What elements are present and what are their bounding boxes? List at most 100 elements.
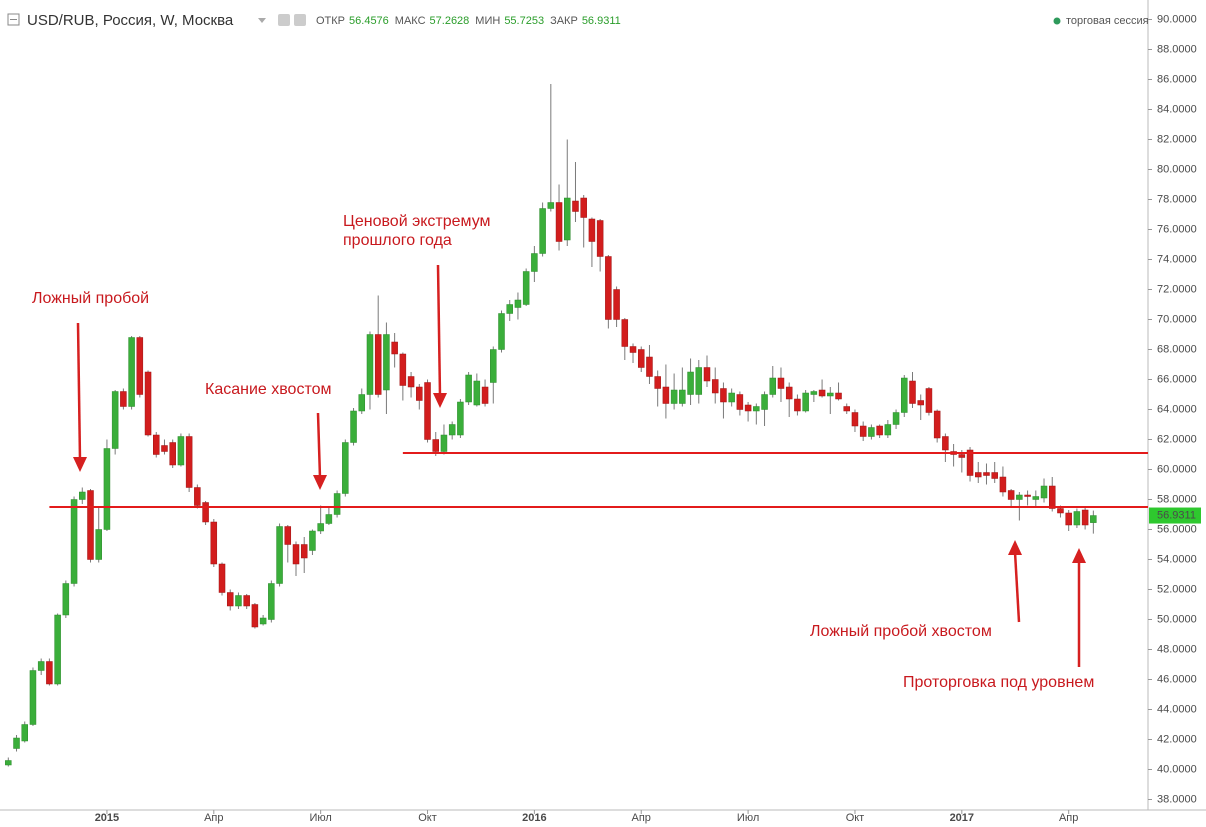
candle-body bbox=[958, 454, 966, 458]
candle-body bbox=[909, 380, 916, 404]
candle-body bbox=[120, 391, 127, 407]
candle-body bbox=[317, 523, 324, 532]
candle-body bbox=[153, 434, 160, 455]
candle-body bbox=[79, 491, 86, 500]
y-tick-label: 72.0000 bbox=[1157, 283, 1197, 295]
dropdown-icon[interactable] bbox=[258, 18, 266, 23]
candle-body bbox=[1065, 512, 1072, 526]
price-tag bbox=[1149, 507, 1201, 524]
y-tick-label: 48.0000 bbox=[1157, 643, 1197, 655]
candle-body bbox=[103, 448, 111, 530]
candle-body bbox=[29, 670, 37, 725]
candle-body bbox=[1073, 511, 1081, 526]
candle-body bbox=[128, 337, 135, 407]
candle-body bbox=[284, 526, 292, 545]
candle-body bbox=[1016, 494, 1023, 500]
candle-body bbox=[703, 367, 711, 382]
annotation-arrow bbox=[1013, 551, 1021, 623]
candle-body bbox=[210, 521, 218, 565]
candle-body bbox=[859, 425, 867, 437]
ohlc-label: ОТКР bbox=[316, 15, 345, 27]
candle-body bbox=[769, 377, 777, 395]
candle-body bbox=[391, 341, 398, 355]
y-tick-label: 80.0000 bbox=[1157, 163, 1197, 175]
candle-body bbox=[366, 334, 374, 395]
candle-body bbox=[876, 425, 883, 436]
x-tick-label: Апр bbox=[1059, 812, 1078, 824]
y-tick-label: 60.0000 bbox=[1157, 463, 1197, 475]
annotation: Проторговка под уровнем bbox=[903, 674, 1094, 691]
candle-body bbox=[818, 389, 826, 397]
candle-body bbox=[111, 391, 119, 449]
candle-body bbox=[300, 544, 308, 559]
candle-body bbox=[432, 439, 439, 452]
collapse-icon[interactable] bbox=[7, 13, 20, 26]
x-tick-label: Апр bbox=[632, 812, 651, 824]
y-tick-label: 82.0000 bbox=[1157, 133, 1197, 145]
annotation: Ложный пробой хвостом bbox=[810, 623, 992, 640]
candle-body bbox=[687, 371, 694, 395]
candle-body bbox=[925, 388, 933, 413]
candle-body bbox=[547, 202, 555, 209]
candle-body bbox=[810, 391, 818, 395]
y-tick-label: 78.0000 bbox=[1157, 193, 1197, 205]
candle-body bbox=[736, 394, 744, 410]
annotation-arrowhead bbox=[73, 457, 87, 472]
candle-body bbox=[259, 617, 267, 625]
ohlc-value: 57.2628 bbox=[430, 15, 470, 27]
candle-body bbox=[251, 604, 259, 628]
candle-body bbox=[309, 530, 316, 551]
candle-body bbox=[235, 595, 242, 607]
candle-body bbox=[292, 544, 300, 565]
candle-body bbox=[243, 595, 250, 607]
candle-body bbox=[1032, 496, 1040, 500]
candle-body bbox=[629, 346, 637, 353]
y-tick-label: 62.0000 bbox=[1157, 433, 1197, 445]
y-tick-label: 42.0000 bbox=[1157, 733, 1197, 745]
visibility-icon[interactable] bbox=[278, 14, 290, 26]
candle-body bbox=[169, 442, 176, 466]
x-tick-label: Июл bbox=[737, 812, 759, 824]
candle-body bbox=[531, 253, 538, 272]
settings-icon[interactable] bbox=[294, 14, 306, 26]
candle-body bbox=[1007, 490, 1015, 500]
candle-body bbox=[933, 410, 941, 439]
candle-body bbox=[185, 436, 193, 488]
candle-body bbox=[999, 476, 1007, 493]
session-label: торговая сессия bbox=[1066, 15, 1149, 27]
candle-body bbox=[37, 661, 45, 671]
y-tick-label: 54.0000 bbox=[1157, 553, 1197, 565]
candle-body bbox=[342, 442, 349, 494]
candle-body bbox=[966, 449, 974, 476]
candle-body bbox=[465, 374, 472, 403]
candle-body bbox=[777, 377, 785, 389]
y-tick-label: 84.0000 bbox=[1157, 103, 1197, 115]
session-dot bbox=[1053, 17, 1061, 25]
candle-body bbox=[226, 592, 234, 607]
y-tick-label: 44.0000 bbox=[1157, 703, 1197, 715]
candle-body bbox=[539, 208, 546, 254]
candle-body bbox=[794, 398, 801, 412]
candle-body bbox=[1090, 515, 1097, 523]
y-tick-label: 50.0000 bbox=[1157, 613, 1197, 625]
ohlc-label: ЗАКР bbox=[550, 15, 578, 27]
candle-body bbox=[276, 526, 283, 584]
y-tick-label: 70.0000 bbox=[1157, 313, 1197, 325]
candle-body bbox=[62, 583, 70, 616]
candle-body bbox=[407, 376, 415, 388]
candle-body bbox=[884, 424, 892, 436]
candle-body bbox=[621, 319, 629, 347]
candle-body bbox=[695, 367, 703, 395]
candle-body bbox=[975, 472, 982, 478]
candle-body bbox=[1024, 494, 1031, 497]
candle-body bbox=[654, 376, 661, 389]
candle-body bbox=[350, 410, 357, 443]
annotation: Ценовой экстремум bbox=[343, 213, 491, 230]
y-tick-label: 66.0000 bbox=[1157, 373, 1197, 385]
candle-body bbox=[399, 353, 407, 386]
annotation-arrowhead bbox=[313, 475, 327, 490]
candle-body bbox=[448, 424, 456, 436]
candle-body bbox=[744, 404, 752, 412]
ohlc-value: 55.7253 bbox=[504, 15, 544, 27]
